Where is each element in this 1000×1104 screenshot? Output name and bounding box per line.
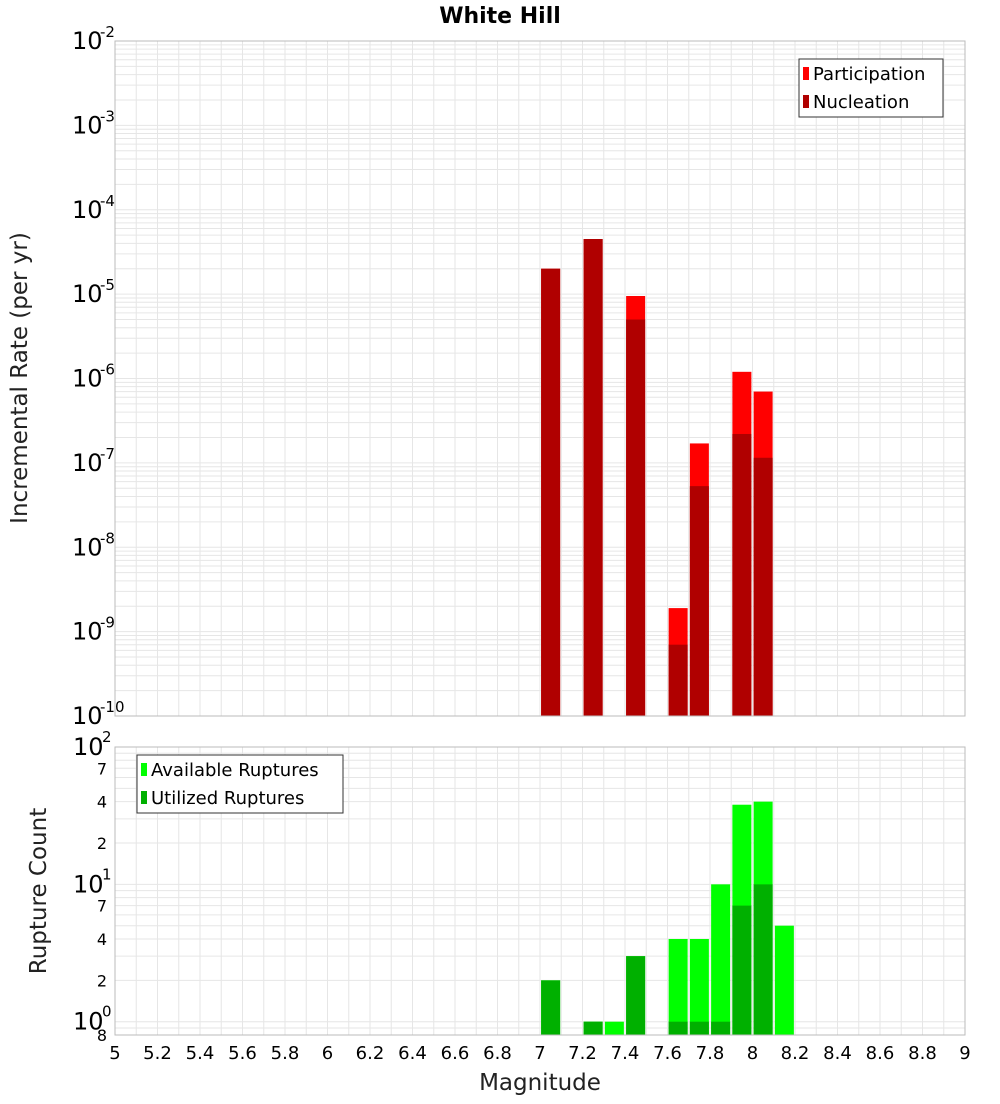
legend-swatch [141,763,147,776]
x-tick-label: 7.4 [611,1043,640,1064]
y-tick-label: 10 [73,870,104,898]
bar-available-ruptures [604,1021,624,1035]
y-tick-exponent: -6 [100,361,115,379]
y-tick-exponent: -5 [100,276,115,294]
y-tick-exponent: -9 [100,614,115,632]
bar-utilized-ruptures [753,884,773,1035]
y-tick-label: 10 [72,280,103,308]
plot-border [114,40,966,717]
y-minor-tick-label: 4 [97,793,107,812]
bar-available-ruptures [689,939,709,1035]
y-tick-label: 10 [72,533,103,561]
x-tick-label: 5 [109,1043,120,1064]
bar-nucleation [753,457,773,716]
bar-available-ruptures [711,884,731,1035]
top-ylabel: Incremental Rate (per yr) [7,232,33,524]
top-plot-panel: ParticipationNucleation10-1010-910-810-7… [72,23,966,730]
bar-utilized-ruptures [711,1021,731,1035]
y-tick-label: 10 [73,733,104,761]
y-tick-label: 10 [72,618,103,646]
bar-available-ruptures [774,925,794,1035]
bar-utilized-ruptures [626,956,646,1035]
y-tick-exponent: -10 [100,698,125,716]
bar-utilized-ruptures [668,1021,688,1035]
plot-border [114,746,966,1036]
bar-nucleation [732,433,752,716]
y-tick-label: 10 [72,196,103,224]
bar-nucleation [626,319,646,716]
x-tick-label: 7.2 [568,1043,597,1064]
x-tick-label: 5.8 [271,1043,300,1064]
bottom-ylabel: Rupture Count [26,808,52,974]
x-tick-label: 8.2 [781,1043,810,1064]
y-tick-label: 10 [72,365,103,393]
x-tick-label: 5.6 [228,1043,257,1064]
y-tick-exponent: -4 [100,192,115,210]
x-tick-label: 8.8 [908,1043,937,1064]
y-tick-exponent: -3 [100,107,115,125]
x-tick-label: 7.6 [653,1043,682,1064]
y-tick-exponent: -7 [100,445,115,463]
x-axis-label: Magnitude [479,1070,601,1096]
legend-swatch [803,67,809,80]
bar-utilized-ruptures [732,905,752,1035]
legend-label: Utilized Ruptures [151,788,304,809]
bar-utilized-ruptures [541,980,561,1035]
bar-utilized-ruptures [689,1021,709,1035]
y-minor-tick-label: 2 [97,834,107,853]
x-tick-label: 8.6 [866,1043,895,1064]
legend-label: Nucleation [813,92,909,113]
x-tick-label: 8.4 [823,1043,852,1064]
y-tick-exponent: -8 [100,529,115,547]
y-tick-label: 10 [72,449,103,477]
x-tick-label: 7 [534,1043,545,1064]
y-tick-label: 10 [72,111,103,139]
y-tick-exponent: 1 [102,865,112,883]
legend-swatch [141,791,147,804]
y-minor-tick-label: 2 [97,971,107,990]
y-minor-tick-label: 8 [97,1026,107,1045]
y-tick-exponent: 2 [102,728,112,746]
y-tick-label: 10 [73,1008,104,1036]
legend-box [136,754,344,814]
x-tick-label: 7.8 [696,1043,725,1064]
bar-nucleation [689,486,709,716]
bar-available-ruptures [668,939,688,1035]
y-minor-tick-label: 7 [97,759,107,778]
legend-swatch [803,95,809,108]
bar-utilized-ruptures [583,1021,603,1035]
x-tick-label: 5.4 [186,1043,215,1064]
x-tick-label: 6 [322,1043,333,1064]
legend-box [798,58,944,118]
x-tick-label: 6.6 [441,1043,470,1064]
chart-title: White Hill [439,4,561,29]
y-tick-exponent: 0 [102,1003,112,1021]
x-tick-label: 5.2 [143,1043,172,1064]
legend-label: Available Ruptures [151,760,319,781]
bar-nucleation [541,268,561,716]
legend-label: Participation [813,64,925,85]
y-tick-label: 10 [72,27,103,55]
x-tick-label: 6.8 [483,1043,512,1064]
y-tick-label: 10 [72,702,103,730]
x-tick-label: 6.2 [356,1043,385,1064]
x-tick-label: 9 [959,1043,970,1064]
bar-nucleation [668,644,688,716]
x-tick-label: 6.4 [398,1043,427,1064]
bar-nucleation [583,239,603,716]
y-tick-exponent: -2 [100,23,115,41]
x-tick-label: 8 [747,1043,758,1064]
y-minor-tick-label: 4 [97,930,107,949]
y-minor-tick-label: 7 [97,897,107,916]
